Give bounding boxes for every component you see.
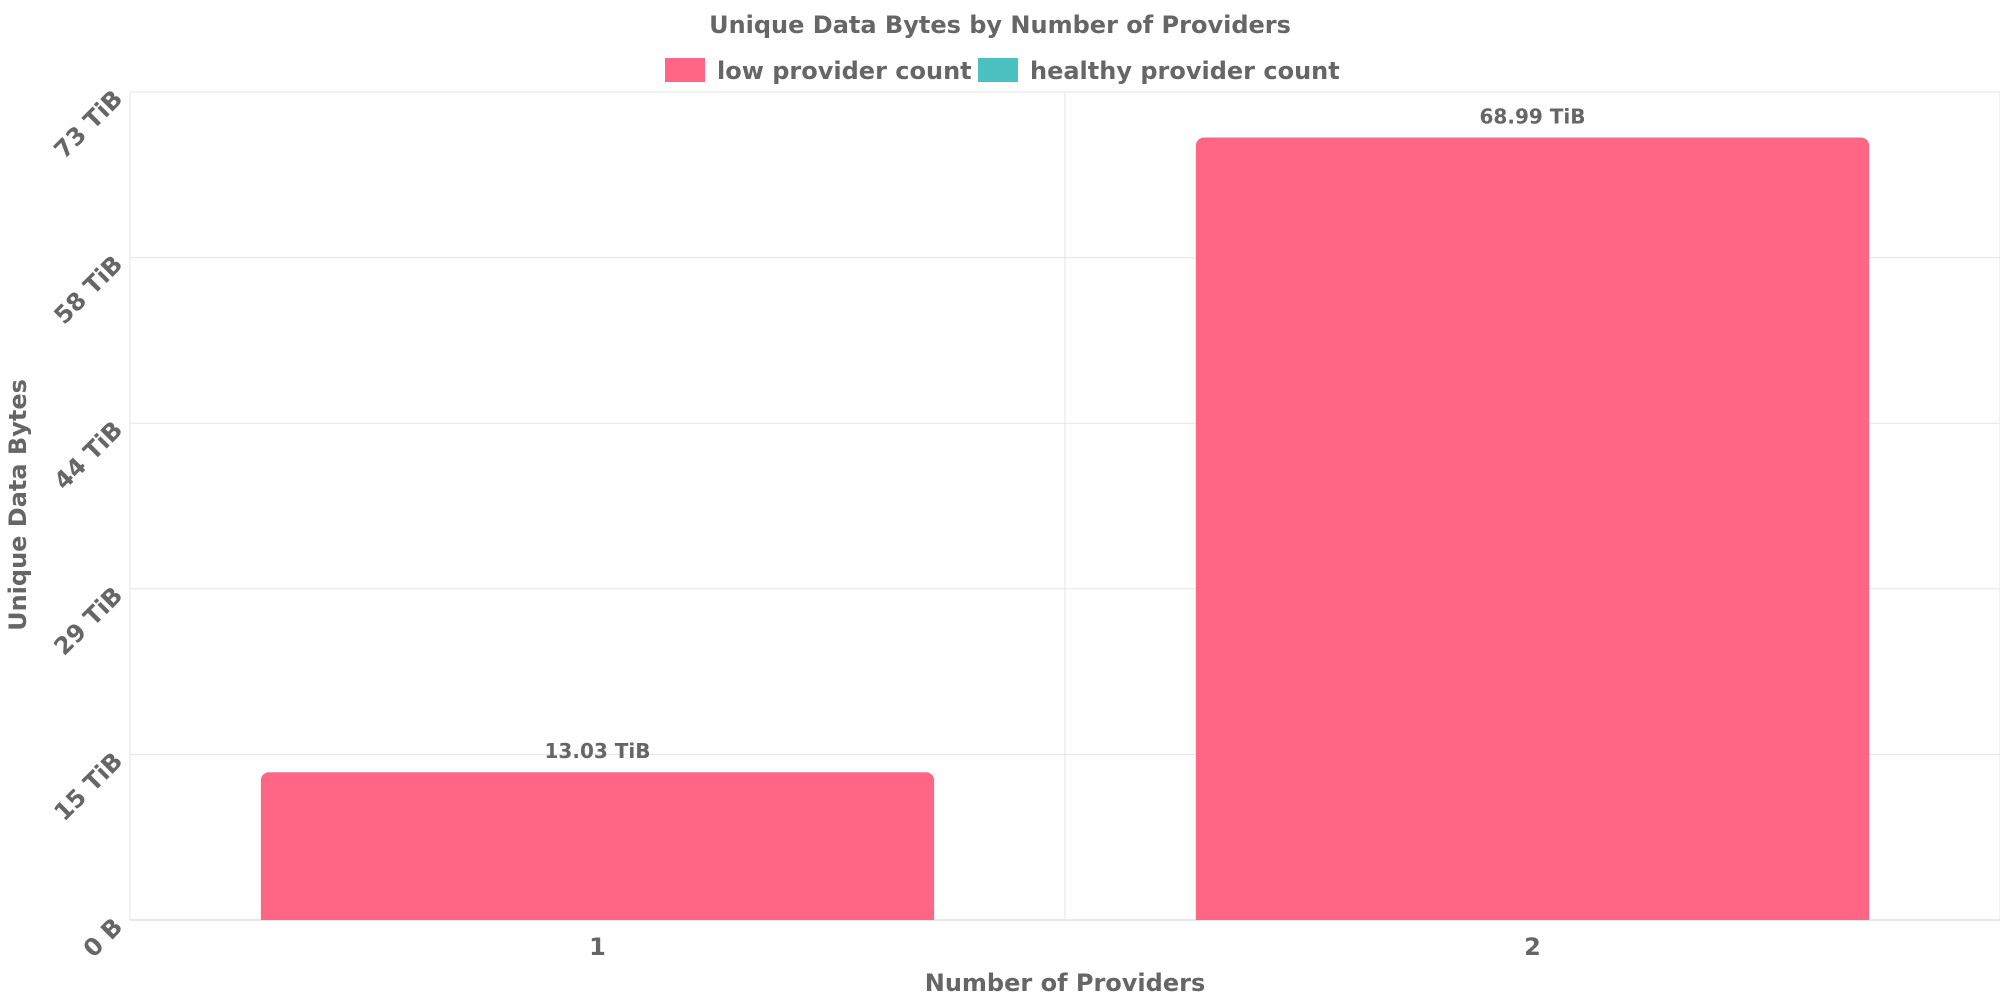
y-axis-label: Unique Data Bytes bbox=[4, 379, 32, 631]
y-tick-label: 44 TiB bbox=[49, 416, 129, 496]
legend[interactable]: low provider count healthy provider count bbox=[665, 57, 1340, 85]
legend-item[interactable]: low provider count bbox=[665, 57, 972, 85]
bar-2[interactable] bbox=[1195, 137, 1870, 921]
data-label: 13.03 TiB bbox=[545, 739, 651, 763]
x-axis-label: Number of Providers bbox=[925, 969, 1205, 997]
legend-swatch bbox=[665, 58, 705, 82]
y-tick-label: 29 TiB bbox=[49, 581, 129, 661]
bar-base bbox=[260, 910, 935, 920]
legend-item[interactable]: healthy provider count bbox=[978, 57, 1340, 85]
y-tick-label: 58 TiB bbox=[49, 250, 129, 330]
legend-label: healthy provider count bbox=[1030, 57, 1340, 85]
x-tick-label: 2 bbox=[1524, 933, 1541, 961]
legend-swatch bbox=[978, 58, 1018, 82]
y-tick-label: 0 B bbox=[78, 912, 128, 962]
y-tick-label: 15 TiB bbox=[49, 747, 129, 827]
data-label: 68.99 TiB bbox=[1480, 104, 1586, 128]
bars-layer bbox=[260, 137, 1870, 921]
y-tick-label: 73 TiB bbox=[49, 84, 129, 164]
x-tick-label: 1 bbox=[589, 933, 606, 961]
bar-base bbox=[1195, 910, 1870, 920]
chart-title: Unique Data Bytes by Number of Providers bbox=[709, 11, 1291, 39]
legend-label: low provider count bbox=[717, 57, 972, 85]
bar-1[interactable] bbox=[260, 772, 935, 920]
